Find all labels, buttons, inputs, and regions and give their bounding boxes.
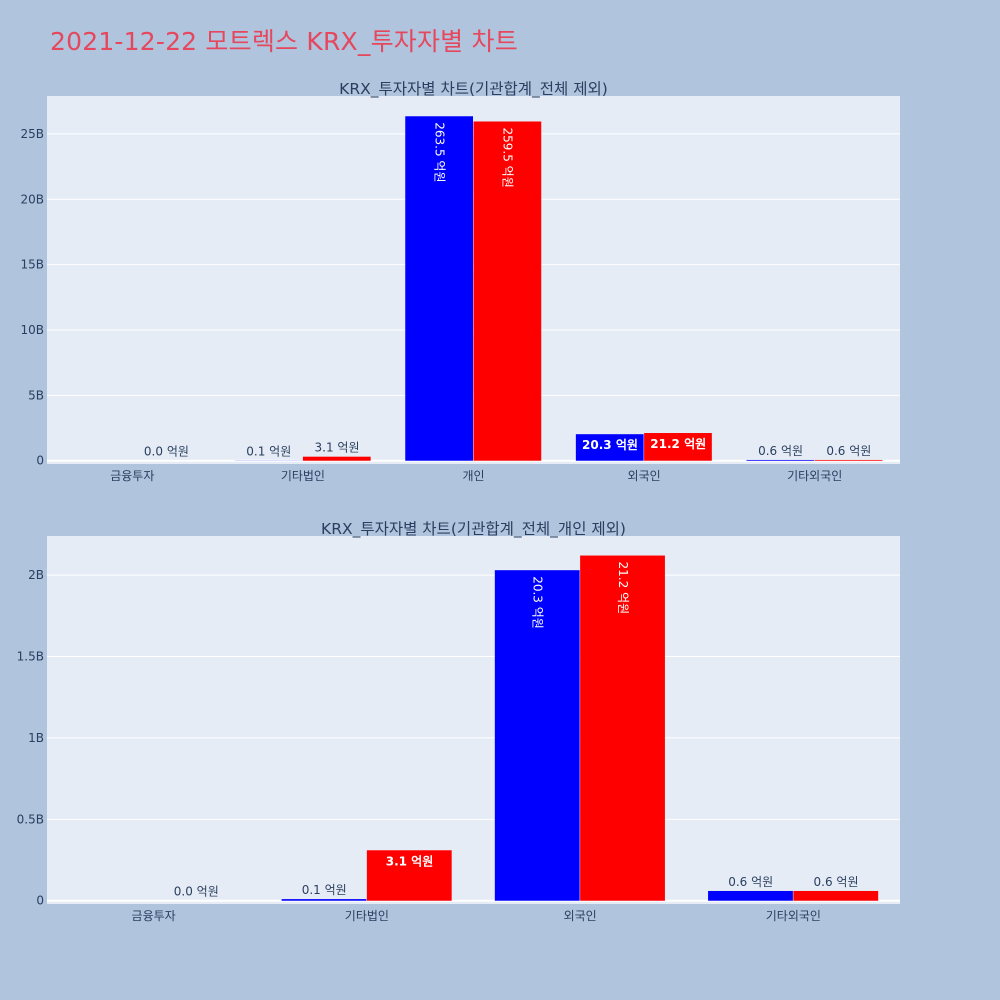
chart-bottom: KRX_투자자별 차트(기관합계_전체_개인 제외) 0 0.5B 1B 1.5B 2B 금…	[17, 520, 900, 923]
x-tick-label: 금융투자	[110, 469, 154, 483]
chart-title: KRX_투자자별 차트(기관합계_전체_개인 제외)	[321, 520, 626, 539]
bar	[580, 555, 665, 901]
data-label: 0.6 억원	[814, 875, 859, 889]
bar	[494, 570, 580, 901]
x-tick-label: 기타법인	[345, 909, 389, 923]
x-tick-label: 외국인	[628, 469, 661, 483]
x-tick-label: 개인	[462, 469, 484, 483]
chart-top: KRX_투자자별 차트(기관합계_전체 제외) 0 5B 10B 15B 20B 25B 금융…	[20, 80, 900, 483]
bar	[644, 433, 712, 461]
plot-area	[47, 536, 900, 904]
data-label: 20.3 억원	[530, 576, 544, 629]
data-label: 3.1 억원	[386, 854, 434, 868]
x-tick-label: 기타외국인	[787, 469, 842, 483]
bar	[473, 121, 542, 461]
data-label: 0.6 억원	[728, 875, 773, 889]
bar	[405, 116, 473, 461]
y-tick-label: 0.5B	[17, 812, 44, 826]
x-tick-label: 기타외국인	[766, 909, 821, 923]
page-title: 2021-12-22 모트렉스 KRX_투자자별 차트	[50, 27, 518, 56]
data-label: 21.2 억원	[650, 437, 706, 451]
y-tick-label: 1.5B	[17, 649, 44, 663]
chart-title: KRX_투자자별 차트(기관합계_전체 제외)	[339, 80, 608, 99]
data-label: 0.0 억원	[144, 445, 189, 459]
bar	[708, 890, 793, 901]
data-label: 20.3 억원	[582, 438, 638, 452]
bar	[746, 459, 815, 461]
data-label: 0.6 억원	[826, 444, 871, 458]
y-tick-label: 20B	[20, 192, 44, 206]
data-label: 0.6 억원	[758, 444, 803, 458]
y-tick-label: 2B	[28, 568, 44, 582]
data-label: 0.0 억원	[174, 885, 219, 899]
data-label: 0.1 억원	[246, 445, 291, 459]
y-tick-label: 10B	[20, 323, 44, 337]
x-tick-label: 기타법인	[281, 469, 325, 483]
data-label: 21.2 억원	[616, 562, 630, 615]
y-tick-label: 0	[36, 894, 44, 908]
bar	[302, 456, 371, 461]
bar	[814, 459, 883, 461]
y-tick-label: 0	[36, 454, 44, 468]
data-label: 263.5 억원	[432, 122, 446, 182]
bar	[281, 899, 367, 901]
data-label: 0.1 억원	[302, 883, 347, 897]
bar	[575, 434, 644, 461]
bar	[366, 850, 452, 901]
bar	[793, 890, 879, 901]
x-tick-label: 금융투자	[132, 909, 176, 923]
y-tick-label: 15B	[20, 258, 44, 272]
y-tick-label: 25B	[20, 127, 44, 141]
x-tick-label: 외국인	[564, 909, 597, 923]
data-label: 3.1 억원	[315, 441, 360, 455]
y-tick-label: 5B	[28, 388, 44, 402]
data-label: 259.5 억원	[501, 127, 515, 187]
y-tick-label: 1B	[28, 731, 44, 745]
